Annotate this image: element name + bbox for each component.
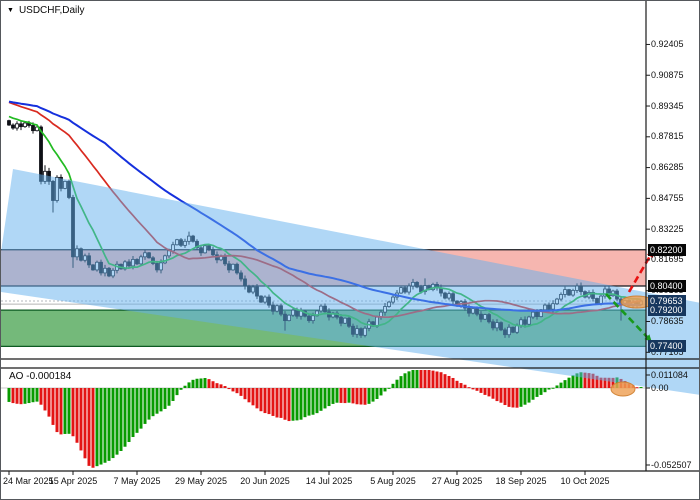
- price-tick-label: 0.86285: [651, 162, 684, 173]
- price-tick-label: 0.84755: [651, 192, 684, 203]
- ao-indicator-label: AO -0.000184: [9, 371, 71, 382]
- chart-title-bar[interactable]: ▼ USDCHF,Daily: [7, 5, 85, 16]
- time-tick-label: 20 Jun 2025: [240, 476, 290, 486]
- time-tick-label: 18 Sep 2025: [495, 476, 547, 486]
- price-tick-label: 0.89345: [651, 100, 684, 111]
- descending-channel: [1, 169, 699, 395]
- ao-tick-label: 0.00: [651, 382, 669, 393]
- time-tick-label: 24 Mar 2025: [3, 476, 54, 486]
- time-tick-label: 7 May 2025: [113, 476, 161, 486]
- ao-indicator-value: -0.000184: [26, 371, 72, 382]
- time-tick-label: 15 Apr 2025: [48, 476, 98, 486]
- ao-histogram: [7, 370, 643, 468]
- highlight-ellipse-2: [610, 381, 636, 397]
- symbol-dropdown-icon[interactable]: ▼: [7, 7, 14, 14]
- time-tick-label: 10 Oct 2025: [560, 476, 610, 486]
- ao-indicator-name: AO: [9, 371, 24, 382]
- time-tick-label: 27 Aug 2025: [431, 476, 483, 486]
- time-tick-label: 29 May 2025: [174, 476, 228, 486]
- price-tick-label: 0.78635: [651, 316, 684, 326]
- price-tick-label: 0.92405: [651, 38, 684, 49]
- ao-tick-label: -0.052507: [651, 459, 692, 470]
- ao-tick-label: 0.011084: [651, 369, 688, 380]
- price-box-label-082200: 0.82200: [648, 243, 686, 256]
- time-tick-label: 5 Aug 2025: [370, 476, 416, 486]
- time-tick-label: 14 Jul 2025: [305, 476, 353, 486]
- price-box-label-079200: 0.79200: [648, 304, 686, 317]
- price-tick-label: 0.90875: [651, 69, 684, 80]
- price-box-label-079653: 0.79653: [648, 295, 686, 308]
- price-tick-label: 0.81695: [651, 254, 684, 265]
- price-tick-label: 0.83225: [651, 223, 684, 234]
- symbol-period-label: USDCHF,Daily: [18, 5, 85, 16]
- price-tick-label: 0.87815: [651, 131, 684, 142]
- bullish-projection-arrow: [627, 250, 655, 293]
- price-box-label-077400: 0.77400: [648, 340, 686, 353]
- price-box-label-080400: 0.80400: [648, 280, 686, 292]
